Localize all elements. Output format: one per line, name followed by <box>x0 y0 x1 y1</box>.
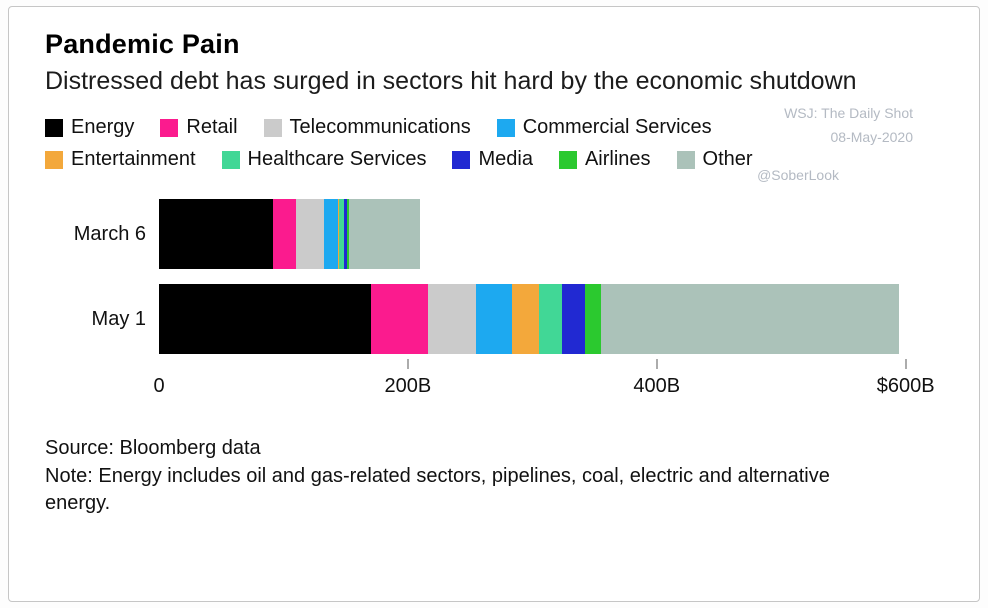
bar-row-may-1: May 1 <box>45 284 943 354</box>
segment-may-1-airlines <box>584 284 601 354</box>
segment-march-6-media <box>344 199 347 269</box>
legend-item-other: Other <box>676 148 753 171</box>
legend-item-telecommunications: Telecommunications <box>263 116 471 139</box>
axis-spacer <box>45 359 159 405</box>
chart-subtitle: Distressed debt has surged in sectors hi… <box>45 67 857 95</box>
axis-tick-label: 400B <box>633 375 681 397</box>
axis-tick-label: $600B <box>876 375 935 397</box>
legend-swatch-healthcare-services <box>221 150 240 169</box>
chart-title: Pandemic Pain <box>45 29 240 59</box>
segment-march-6-airlines <box>346 199 350 269</box>
legend-swatch-energy <box>45 118 63 137</box>
bar-track-march-6 <box>159 199 943 269</box>
legend-label: Healthcare Services <box>247 148 427 170</box>
bar-label-may-1: May 1 <box>91 307 146 330</box>
segment-march-6-entertainment <box>338 199 340 269</box>
legend-label: Commercial Services <box>522 116 712 138</box>
legend-swatch-commercial-services <box>496 118 515 137</box>
segment-march-6-energy <box>159 199 274 269</box>
legend-item-entertainment: Entertainment <box>45 148 196 171</box>
legend-swatch-entertainment <box>45 150 63 169</box>
legend-label: Energy <box>71 116 135 138</box>
legend-item-commercial-services: Commercial Services <box>496 116 712 139</box>
legend-label: Entertainment <box>71 148 196 170</box>
axis-tick-label: 200B <box>384 375 432 397</box>
legend-swatch-media <box>452 150 471 169</box>
axis-tick-label: 0 <box>153 375 165 397</box>
x-axis: 0 200B 400B $600B <box>45 359 943 405</box>
axis-tick <box>656 359 658 369</box>
legend-item-media: Media <box>452 148 533 171</box>
legend-label: Telecommunications <box>289 116 471 138</box>
segment-may-1-media <box>562 284 585 354</box>
segment-march-6-commercial-services <box>324 199 339 269</box>
segment-may-1-other <box>600 284 900 354</box>
segment-march-6-telecommunications <box>295 199 325 269</box>
axis-track: 0 200B 400B $600B <box>153 359 943 405</box>
legend-swatch-retail <box>160 118 179 137</box>
legend-swatch-airlines <box>558 150 577 169</box>
segment-march-6-other <box>349 199 421 269</box>
bars: March 6 May 1 <box>45 199 943 354</box>
note-text: Note: Energy includes oil and gas-relate… <box>45 465 830 514</box>
bar-row-march-6: March 6 <box>45 199 943 269</box>
legend-label: Airlines <box>584 148 651 170</box>
legend-item-retail: Retail <box>160 116 238 139</box>
legend-label: Media <box>478 148 533 170</box>
axis-tick <box>905 359 907 369</box>
bar-track-may-1 <box>159 284 943 354</box>
segment-may-1-retail <box>370 284 428 354</box>
segment-may-1-healthcare-services <box>538 284 563 354</box>
segment-march-6-healthcare-services <box>339 199 345 269</box>
segment-may-1-energy <box>159 284 371 354</box>
segment-may-1-commercial-services <box>476 284 513 354</box>
legend-label: Other <box>702 148 753 170</box>
source-text: Source: Bloomberg data <box>45 437 261 459</box>
bar-label-march-6: March 6 <box>73 222 146 245</box>
legend-item-healthcare-services: Healthcare Services <box>221 148 427 171</box>
segment-may-1-entertainment <box>512 284 539 354</box>
chart-card: Pandemic Pain Distressed debt has surged… <box>8 6 980 602</box>
legend-swatch-telecommunications <box>263 118 282 137</box>
legend: Energy Retail Telecommunications Commercial… <box>45 116 855 171</box>
segment-march-6-retail <box>273 199 296 269</box>
legend-item-energy: Energy <box>45 116 134 139</box>
legend-item-airlines: Airlines <box>558 148 651 171</box>
legend-label: Retail <box>186 116 238 138</box>
axis-tick <box>407 359 409 369</box>
segment-may-1-telecommunications <box>427 284 477 354</box>
legend-swatch-other <box>676 150 695 169</box>
